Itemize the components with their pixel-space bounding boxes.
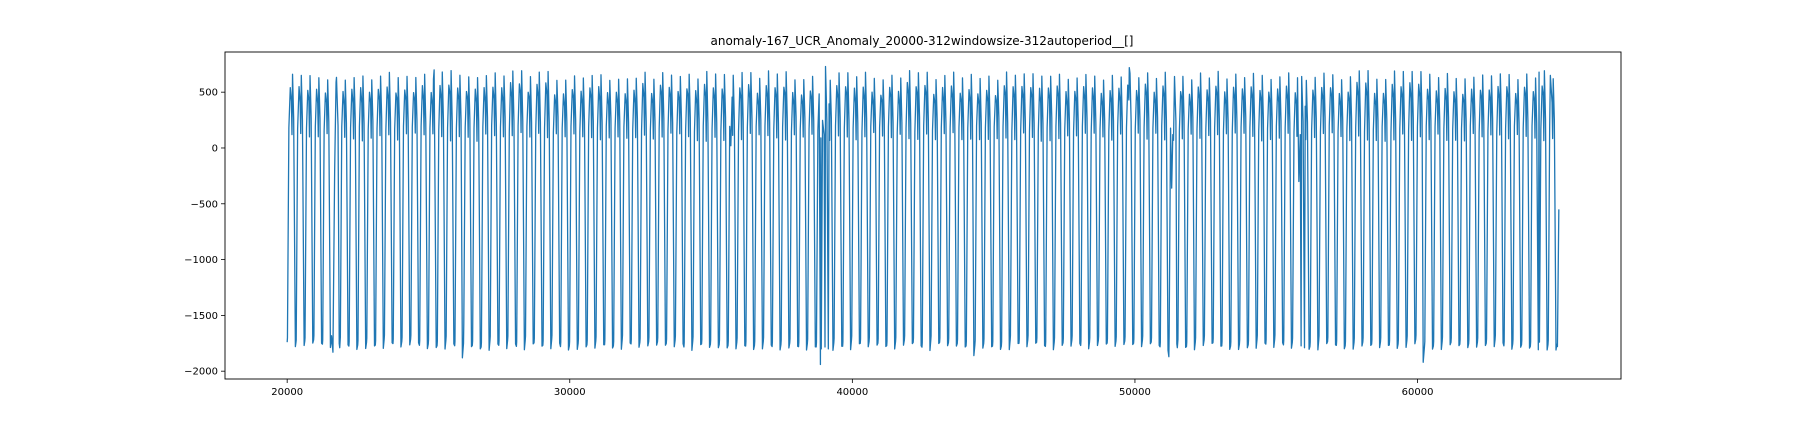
chart-title: anomaly-167_UCR_Anomaly_20000-312windows… (711, 34, 1134, 48)
y-tick-label: −2000 (184, 367, 218, 378)
plot-area (286, 65, 1560, 366)
plot-frame (224, 51, 1622, 380)
x-tick-label: 40000 (836, 387, 868, 398)
x-tick-label: 50000 (1119, 387, 1151, 398)
x-tick-label: 30000 (554, 387, 586, 398)
y-tick-label: −1500 (184, 311, 218, 322)
x-axis: 20000 30000 40000 50000 60000 (271, 379, 1433, 398)
y-tick-label: 500 (199, 88, 218, 99)
y-tick-label: −500 (191, 199, 218, 210)
x-tick-label: 60000 (1402, 387, 1434, 398)
series-line (286, 65, 1560, 366)
x-tick-label: 20000 (271, 387, 303, 398)
y-tick-label: 0 (212, 143, 218, 154)
y-axis: 500 0 −500 −1000 −1500 −2000 (184, 88, 225, 378)
y-tick-label: −1000 (184, 255, 218, 266)
